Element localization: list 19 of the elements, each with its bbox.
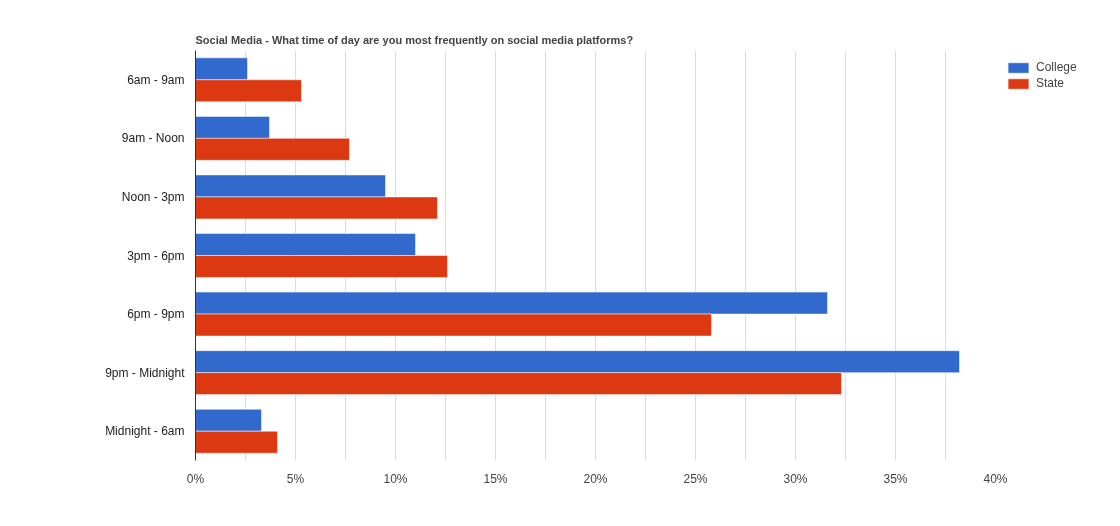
y-tick-label: 3pm - 6pm: [127, 248, 185, 263]
x-tick-label: 20%: [583, 471, 608, 486]
x-tick-label: 25%: [683, 471, 708, 486]
x-tick-label: 0%: [186, 471, 205, 486]
y-tick-label: 9pm - Midnight: [105, 365, 186, 380]
x-tick-label: 40%: [983, 471, 1008, 486]
x-tick-label: 30%: [783, 471, 808, 486]
legend-label: College: [1036, 60, 1077, 74]
chart-title: Social Media - What time of day are you most frequently on social media platforms?: [195, 33, 634, 46]
y-tick-label: 6pm - 9pm: [127, 307, 185, 322]
y-tick-label: 9am - Noon: [121, 131, 185, 146]
x-tick-label: 15%: [483, 471, 508, 486]
x-tick-label: 5%: [286, 471, 305, 486]
y-tick-label: Noon - 3pm: [121, 189, 185, 204]
y-tick-label: 6am - 9am: [127, 72, 185, 87]
legend-label: State: [1036, 76, 1065, 90]
y-tick-label: Midnight - 6am: [105, 424, 185, 439]
x-tick-label: 35%: [883, 471, 908, 486]
x-tick-label: 10%: [383, 471, 408, 486]
